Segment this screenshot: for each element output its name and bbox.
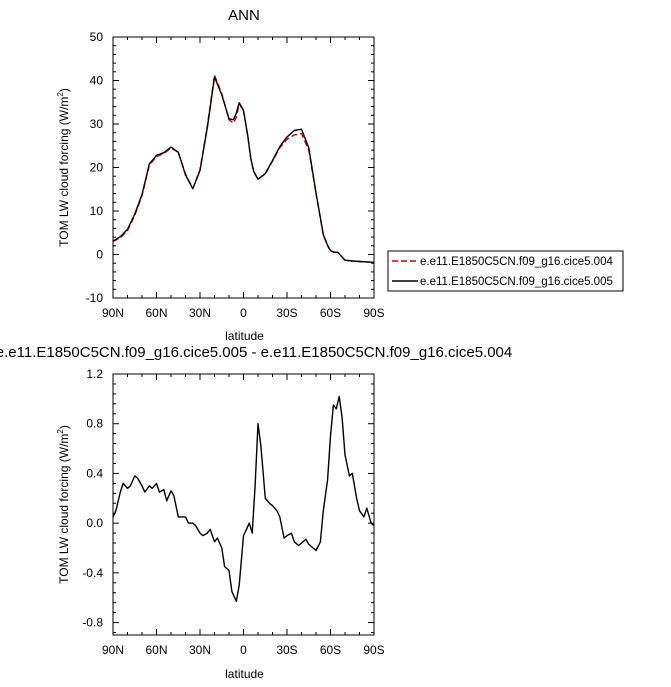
chart1-legend: e.e11.E1850C5CN.f09_g16.cice5.004 e.e11.E…	[387, 250, 624, 292]
chart1-y-tick-label: 30	[90, 117, 104, 131]
chart1-series-line-2	[113, 76, 374, 263]
chart1-y-tick-label: 0	[96, 248, 103, 262]
chart1-legend-label-2: e.e11.E1850C5CN.f09_g16.cice5.005	[420, 276, 613, 288]
chart2-y-tick-label: 0.0	[86, 516, 103, 530]
chart1-x-tick-label: 60S	[320, 306, 341, 320]
chart2-x-tick-label: 30N	[189, 643, 211, 657]
chart-1-annual-mean: ANN 90N 60N 30N 0 30S 60S 90S -10 0 10 20 30 40 50 lati…	[56, 7, 624, 343]
chart2-x-tick-label: 0	[240, 643, 247, 657]
chart-2-difference: e.e11.E1850C5CN.f09_g16.cice5.005 - e.e1…	[0, 344, 512, 681]
chart1-x-tick-label: 90N	[102, 306, 124, 320]
chart2-y-tick-label: 0.8	[86, 417, 103, 431]
chart2-x-tick-label: 60S	[320, 643, 341, 657]
chart2-x-tick-label: 90S	[363, 643, 384, 657]
chart1-y-tick-label: 10	[90, 204, 104, 218]
chart1-x-tick-label: 30S	[276, 306, 297, 320]
chart2-y-tick-label: -0.4	[82, 566, 103, 580]
chart1-title: ANN	[228, 7, 260, 24]
chart2-x-tick-label: 60N	[145, 643, 167, 657]
chart1-x-tick-label: 30N	[189, 306, 211, 320]
chart1-x-tick-label: 60N	[145, 306, 167, 320]
chart1-y-axis-label: TOM LW cloud forcing (W/m2)	[56, 88, 71, 247]
chart2-y-tick-label: 1.2	[86, 367, 103, 381]
chart2-y-tick-label: 0.4	[86, 466, 103, 480]
chart1-x-axis-label: latitude	[225, 329, 264, 343]
chart1-legend-box	[387, 250, 624, 292]
chart2-series-line-1	[113, 395, 374, 603]
chart1-legend-label-1: e.e11.E1850C5CN.f09_g16.cice5.004	[420, 256, 613, 268]
chart1-x-tick-label: 90S	[363, 306, 384, 320]
chart1-y-tick-label: 40	[90, 74, 104, 88]
chart2-y-tick-label: -0.8	[82, 616, 103, 630]
chart2-x-tick-label: 90N	[102, 643, 124, 657]
chart1-y-tick-label: 20	[90, 161, 104, 175]
chart1-y-tick-label: -10	[86, 291, 104, 305]
chart2-x-tick-label: 30S	[276, 643, 297, 657]
chart2-y-axis-label: TOM LW cloud forcing (W/m2)	[56, 425, 71, 584]
chart1-y-tick-label: 50	[90, 30, 104, 44]
chart1-x-tick-label: 0	[240, 306, 247, 320]
chart2-x-axis-label: latitude	[225, 667, 264, 681]
chart2-title: e.e11.E1850C5CN.f09_g16.cice5.005 - e.e1…	[0, 344, 512, 361]
